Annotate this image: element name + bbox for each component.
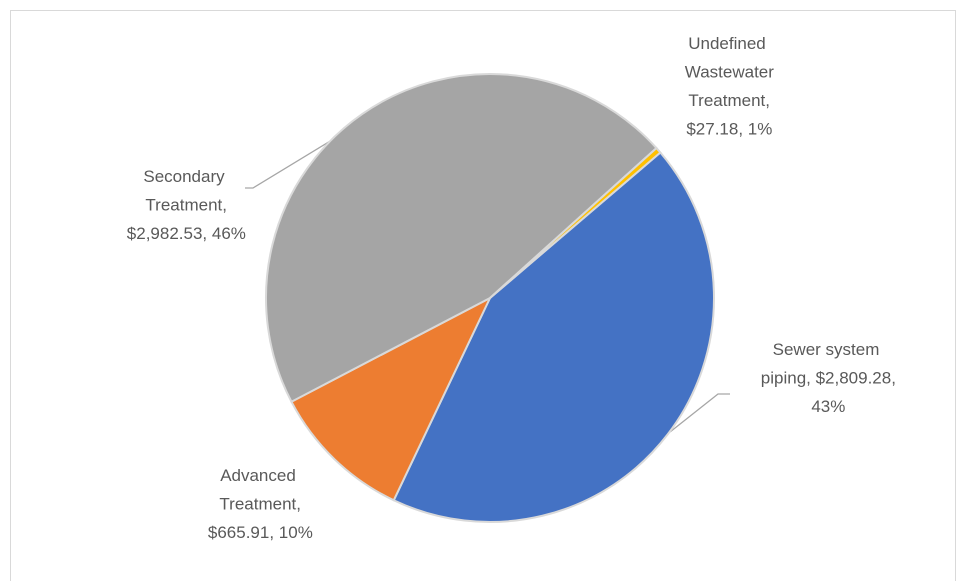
data-label-line: Treatment, — [215, 495, 301, 514]
data-label-line: Secondary — [143, 167, 225, 186]
data-label-line: Treatment, — [141, 196, 227, 215]
data-label-line: 43% — [807, 397, 846, 416]
pie-slice — [290, 295, 493, 502]
data-label-line: $2,982.53, 46% — [122, 224, 246, 243]
pie-slice — [392, 151, 715, 523]
data-label-line: Wastewater — [680, 63, 774, 82]
data-label: Advanced Treatment, $665.91, 10% — [203, 466, 313, 542]
pie-slice — [265, 73, 658, 404]
pie-slice — [489, 146, 662, 299]
data-label-line: piping, $2,809.28, — [756, 369, 896, 388]
data-label-line: $27.18, 1% — [682, 120, 773, 139]
data-label-line: Treatment, — [684, 91, 770, 110]
data-label-line: Undefined — [688, 34, 766, 53]
data-label: Sewer system piping, $2,809.28, 43% — [756, 340, 896, 416]
leader-line — [669, 393, 730, 433]
data-label-line: Sewer system — [773, 340, 880, 359]
data-label: Secondary Treatment, $2,982.53, 46% — [122, 167, 246, 243]
data-label: Undefined Wastewater Treatment, $27.18, … — [680, 34, 774, 139]
data-label-line: $665.91, 10% — [203, 523, 313, 542]
data-label-line: Advanced — [220, 466, 296, 485]
